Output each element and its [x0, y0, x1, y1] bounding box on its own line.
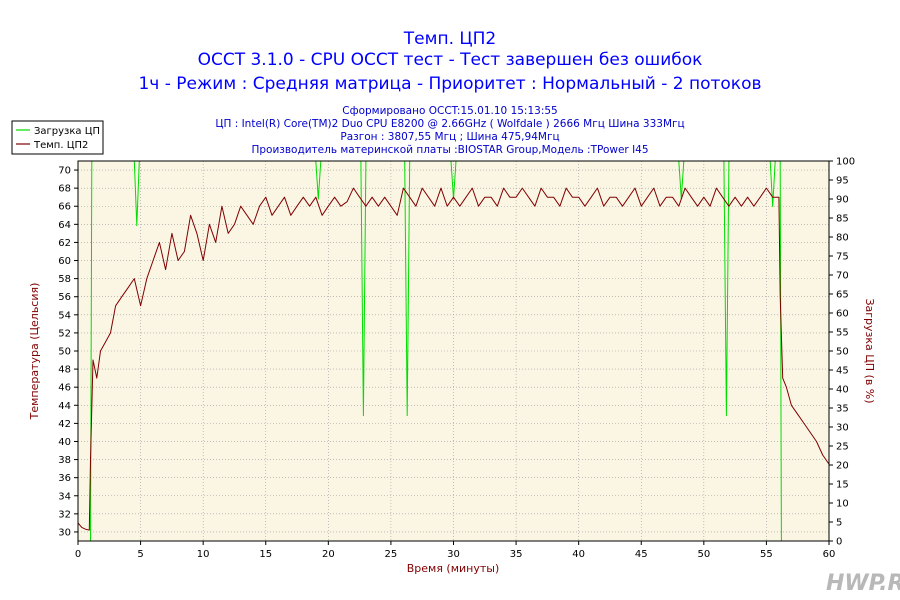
x-tick-label: 60: [823, 549, 836, 560]
y-right-tick-label: 25: [836, 442, 849, 453]
y-right-tick-label: 0: [836, 537, 842, 548]
y-right-tick-label: 75: [836, 252, 849, 263]
overclock-info: Разгон : 3807,55 Мгц ; Шина 475,94Мгц: [340, 131, 559, 143]
series-line-cpu2-temp: [77, 187, 830, 531]
y-right-tick-label: 5: [836, 518, 842, 529]
legend-label-temp: Темп. ЦП2: [33, 140, 88, 151]
y-left-tick-label: 34: [58, 491, 71, 502]
y-right-tick-label: 20: [836, 461, 849, 472]
chart-title: Темп. ЦП2: [403, 29, 496, 49]
x-tick-label: 30: [447, 549, 460, 560]
y-right-tick-label: 85: [836, 214, 849, 225]
grid-lines: [78, 161, 829, 541]
legend-label-load: Загрузка ЦП: [34, 126, 100, 137]
watermark-logo: HWP.RU: [826, 571, 900, 596]
y-left-tick-label: 44: [58, 401, 71, 412]
y-right-tick-label: 65: [836, 290, 849, 301]
y-left-tick-label: 52: [58, 328, 71, 339]
y-left-tick-label: 62: [58, 238, 71, 249]
y-left-tick-label: 68: [58, 184, 71, 195]
y-left-tick-label: 64: [58, 220, 71, 231]
legend: Загрузка ЦП Темп. ЦП2: [11, 120, 104, 155]
y-left-tick-label: 40: [58, 437, 71, 448]
y-left-tick-label: 66: [58, 202, 71, 213]
y-right-tick-label: 100: [836, 157, 855, 168]
cpu-info: ЦП : Intel(R) Core(TM)2 Duo CPU E8200 @ …: [215, 118, 684, 130]
x-tick-label: 25: [385, 549, 398, 560]
y-right-tick-label: 45: [836, 366, 849, 377]
y-left-tick-label: 50: [58, 347, 71, 358]
x-tick-label: 20: [322, 549, 335, 560]
legend-box: [11, 120, 104, 155]
y-right-tick-label: 60: [836, 309, 849, 320]
y-left-tick-label: 60: [58, 256, 71, 267]
y-right-tick-label: 15: [836, 480, 849, 491]
y-axis-left-label: Температура (Цельсия): [28, 283, 41, 421]
y-right-tick-label: 80: [836, 233, 849, 244]
y-right-tick-label: 50: [836, 347, 849, 358]
x-tick-label: 55: [760, 549, 773, 560]
motherboard-info: Производитель материнской платы :BIOSTAR…: [251, 144, 648, 156]
y-right-tick-label: 70: [836, 271, 849, 282]
axis-ticks: 0 5 10 15 20 25 30 35 40 45 50 55 603032343638404244…: [58, 157, 855, 561]
y-left-tick-label: 38: [58, 455, 71, 466]
y-left-tick-label: 42: [58, 419, 71, 430]
y-right-tick-label: 40: [836, 385, 849, 396]
y-left-tick-label: 56: [58, 292, 71, 303]
y-right-tick-label: 95: [836, 176, 849, 187]
x-tick-label: 40: [572, 549, 585, 560]
y-right-tick-label: 10: [836, 499, 849, 510]
x-tick-label: 35: [510, 549, 523, 560]
y-right-tick-label: 35: [836, 404, 849, 415]
y-left-tick-label: 48: [58, 365, 71, 376]
chart-subtitle-test: OCCT 3.1.0 - CPU OCCT тест - Тест заверш…: [198, 50, 703, 70]
y-axis-right-label: Загрузка ЦП (в %): [863, 298, 876, 403]
y-left-tick-label: 32: [58, 509, 71, 520]
y-left-tick-label: 30: [58, 527, 71, 538]
y-left-tick-label: 46: [58, 383, 71, 394]
chart-subtitle-mode: 1ч - Режим : Средняя матрица - Приоритет…: [138, 74, 761, 94]
x-tick-label: 50: [697, 549, 710, 560]
generated-info: Сформировано OCCT:15.01.10 15:13:55: [342, 105, 557, 117]
x-tick-label: 45: [635, 549, 648, 560]
x-tick-label: 15: [259, 549, 272, 560]
y-right-tick-label: 30: [836, 423, 849, 434]
x-axis-label: Время (минуты): [407, 562, 500, 575]
y-left-tick-label: 58: [58, 274, 71, 285]
y-right-tick-label: 90: [836, 195, 849, 206]
y-right-tick-label: 55: [836, 328, 849, 339]
y-left-tick-label: 54: [58, 310, 71, 321]
y-left-tick-label: 70: [58, 166, 71, 177]
x-tick-label: 5: [137, 549, 143, 560]
x-tick-label: 0: [75, 549, 81, 560]
y-left-tick-label: 36: [58, 473, 71, 484]
x-tick-label: 10: [197, 549, 210, 560]
